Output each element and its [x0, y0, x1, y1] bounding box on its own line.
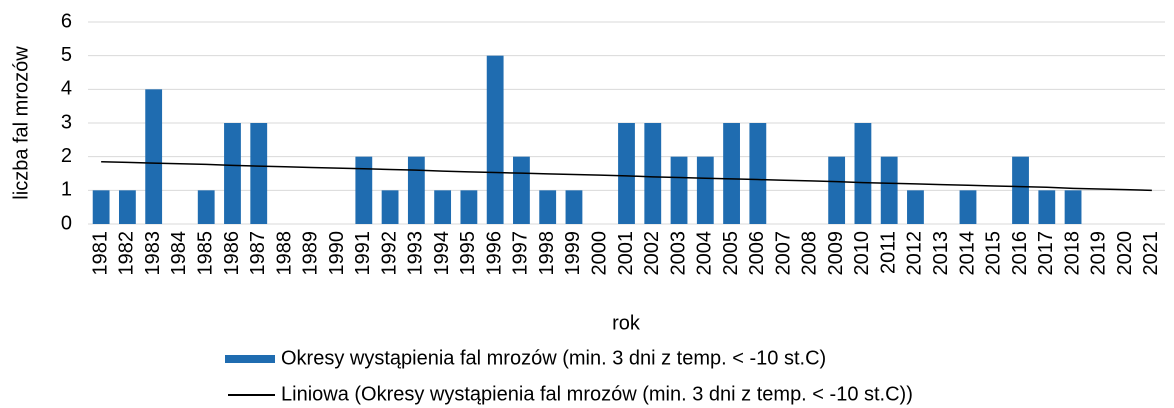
bar	[644, 123, 662, 224]
x-tick-label: 1992	[378, 231, 400, 276]
x-tick-label: 1994	[431, 231, 453, 276]
bar	[1038, 190, 1056, 224]
bar	[749, 123, 767, 224]
bar	[434, 190, 452, 224]
y-tick-label: 4	[61, 78, 72, 100]
bar	[460, 190, 478, 224]
y-tick-label: 5	[61, 44, 72, 66]
bar	[407, 156, 425, 224]
bar	[670, 156, 688, 224]
bar	[513, 156, 530, 224]
x-tick-label: 2021	[1140, 231, 1162, 276]
x-tick-label: 1985	[194, 231, 216, 276]
x-tick-label: 2009	[825, 231, 847, 276]
x-tick-label: 1986	[221, 231, 243, 276]
bar	[907, 190, 924, 224]
x-tick-label: 1988	[273, 231, 295, 276]
x-tick-label: 2001	[615, 231, 637, 276]
x-tick-label: 1982	[116, 231, 138, 276]
trend-line	[101, 160, 1152, 192]
bar	[486, 55, 504, 224]
y-tick-label: 3	[61, 111, 72, 133]
bar	[539, 190, 557, 224]
bar	[118, 190, 136, 224]
bar	[828, 156, 846, 224]
x-tick-label: 2017	[1035, 231, 1057, 276]
bar	[723, 123, 740, 224]
x-tick-label: 1991	[352, 231, 374, 276]
y-tick-label: 2	[61, 145, 72, 167]
bar	[959, 190, 977, 224]
x-tick-label: 2013	[930, 231, 952, 276]
x-tick-label: 1993	[405, 231, 427, 276]
x-tick-label: 2015	[983, 231, 1005, 276]
bar	[250, 123, 268, 224]
x-tick-label: 1989	[300, 231, 322, 276]
bar	[224, 123, 241, 224]
x-tick-label: 1983	[142, 231, 164, 276]
x-tick-label: 2018	[1061, 231, 1083, 276]
x-tick-label: 2016	[1009, 231, 1031, 276]
y-axis-title: liczba fal mrozów	[10, 46, 32, 200]
y-tick-label: 6	[61, 10, 72, 32]
bar	[618, 123, 635, 224]
x-tick-label: 1987	[247, 231, 269, 276]
x-tick-label: 2008	[799, 231, 821, 276]
bar	[880, 156, 898, 224]
x-axis-title: rok	[612, 312, 641, 334]
bar	[381, 190, 399, 224]
x-tick-label: 2020	[1114, 231, 1136, 276]
bar	[696, 156, 714, 224]
legend-label: Liniowa (Okresy wystąpienia fal mrozów (…	[281, 383, 913, 405]
x-tick-label: 1984	[168, 231, 190, 276]
bar	[92, 190, 110, 224]
x-tick-label: 1999	[562, 231, 584, 276]
x-tick-label: 2004	[694, 231, 716, 276]
x-tick-label: 2007	[772, 231, 794, 276]
x-tick-label: 1996	[483, 231, 505, 276]
x-tick-label: 1990	[326, 231, 348, 276]
y-tick-label: 1	[61, 179, 72, 201]
bar	[197, 190, 215, 224]
bar	[1064, 190, 1082, 224]
x-tick-label: 2005	[720, 231, 742, 276]
bar	[1012, 156, 1029, 224]
x-tick-label: 1995	[457, 231, 479, 276]
y-tick-label: 0	[61, 212, 72, 234]
x-tick-label: 2006	[746, 231, 768, 276]
x-tick-label: 2011	[877, 231, 899, 274]
x-tick-label: 2000	[589, 231, 611, 276]
bar	[355, 156, 373, 224]
bar	[565, 190, 583, 224]
x-tick-label: 2019	[1088, 231, 1110, 276]
x-tick-label: 1981	[89, 231, 111, 276]
x-tick-label: 2010	[851, 231, 873, 276]
legend-label: Okresy wystąpienia fal mrozów (min. 3 dn…	[281, 347, 826, 369]
x-tick-label: 2003	[667, 231, 689, 276]
x-tick-label: 2014	[956, 231, 978, 276]
x-tick-label: 1998	[536, 231, 558, 276]
x-tick-label: 2002	[641, 231, 663, 276]
bar	[145, 89, 163, 224]
x-tick-label: 2012	[904, 231, 926, 276]
bar	[854, 123, 872, 224]
legend-swatch	[225, 355, 275, 363]
x-tick-label: 1997	[510, 231, 532, 276]
